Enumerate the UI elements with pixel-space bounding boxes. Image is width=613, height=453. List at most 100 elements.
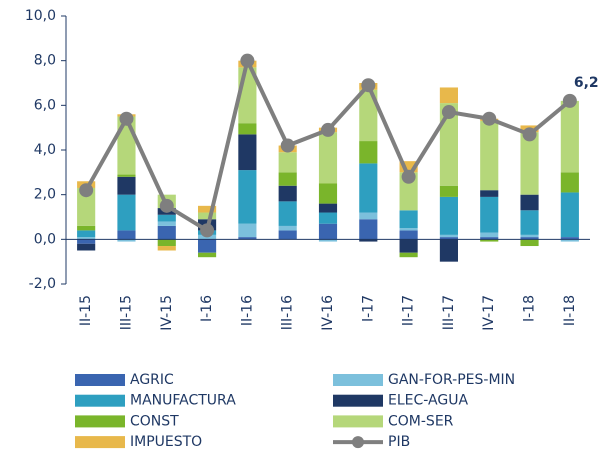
bar-segment xyxy=(480,232,499,238)
data-label: 6,2 xyxy=(574,75,599,91)
bar-segment xyxy=(399,239,418,253)
x-tick-label: II-16 xyxy=(239,295,255,326)
bar-segment xyxy=(520,237,539,240)
bar-segment xyxy=(318,203,338,213)
bar-segment xyxy=(198,252,217,258)
legend-label: IMPUESTO xyxy=(130,434,202,450)
bar-segment xyxy=(77,243,96,251)
bar-segment xyxy=(439,239,458,262)
bar-segment xyxy=(278,225,297,231)
legend-label: ELEC-AGUA xyxy=(388,393,468,409)
x-tick-label: III-17 xyxy=(441,295,457,330)
bar-segment xyxy=(198,212,217,220)
y-tick-label: 4,0 xyxy=(34,142,56,158)
bar-segment xyxy=(77,237,96,240)
legend-marker xyxy=(352,436,364,449)
bar-segment xyxy=(480,237,499,240)
legend-swatch xyxy=(333,415,383,428)
marker xyxy=(562,93,577,108)
marker xyxy=(79,183,94,198)
bar-segment xyxy=(520,239,539,247)
legend-swatch xyxy=(75,415,125,428)
bar-segment xyxy=(278,152,297,173)
bar-segment xyxy=(278,172,297,186)
bar-segment xyxy=(359,141,378,164)
legend-label: MANUFACTURA xyxy=(130,393,236,409)
legend-swatch xyxy=(75,394,125,407)
bar-segment xyxy=(117,174,136,177)
bar-segment xyxy=(77,230,96,238)
y-tick-label: 10,0 xyxy=(25,8,56,24)
bar-segment xyxy=(520,234,539,238)
legend-label: PIB xyxy=(388,434,410,450)
bar-segment xyxy=(560,239,579,242)
marker xyxy=(280,138,295,153)
marker xyxy=(401,169,416,184)
bar-segment xyxy=(480,190,499,197)
bar-segment xyxy=(439,234,458,238)
x-tick-label: IV-16 xyxy=(320,295,336,331)
marker xyxy=(441,105,456,120)
bar-segment xyxy=(117,239,136,242)
bar-segment xyxy=(359,89,378,142)
bar-segment xyxy=(117,230,136,240)
bar-segment xyxy=(439,103,458,186)
bar-segment xyxy=(318,132,338,184)
bar-segment xyxy=(439,87,458,104)
legend-swatch xyxy=(333,374,383,386)
y-tick-label: 6,0 xyxy=(34,97,56,113)
bar-segment xyxy=(480,239,499,242)
bar-segment xyxy=(560,100,579,173)
bar-segment xyxy=(318,223,338,240)
x-tick-label: III-15 xyxy=(118,295,134,330)
bar-segment xyxy=(157,246,176,251)
bar-segment xyxy=(318,183,338,204)
bar-segment xyxy=(157,221,176,226)
bar-segment xyxy=(157,239,176,247)
y-tick-label: 0,0 xyxy=(34,231,56,247)
legend-label: GAN-FOR-PES-MIN xyxy=(388,372,515,388)
bar-segment xyxy=(77,187,96,226)
bar-segment xyxy=(117,194,136,231)
bar-segment xyxy=(198,205,217,213)
bar-segment xyxy=(560,172,579,193)
bar-segment xyxy=(117,176,136,195)
marker xyxy=(119,111,134,126)
bar-segment xyxy=(520,194,539,211)
bar-segment xyxy=(157,225,176,240)
marker xyxy=(522,127,537,142)
bar-segment xyxy=(520,210,539,235)
bar-segment xyxy=(238,134,257,171)
bar-segment xyxy=(480,196,499,233)
legend-label: COM-SER xyxy=(388,413,454,429)
bar-segment xyxy=(77,239,96,244)
bar-segment xyxy=(399,228,418,231)
bar-segment xyxy=(359,239,378,242)
y-tick-label: 2,0 xyxy=(34,187,56,203)
bar-segment xyxy=(198,239,217,253)
bar-segment xyxy=(77,225,96,231)
marker xyxy=(200,223,215,238)
x-tick-label: IV-17 xyxy=(481,295,497,331)
x-tick-label: III-16 xyxy=(280,295,296,330)
x-tick-label: II-18 xyxy=(562,295,578,326)
bar-segment xyxy=(399,161,418,173)
x-tick-label: I-17 xyxy=(360,295,376,322)
marker xyxy=(482,111,497,126)
marker xyxy=(321,122,335,137)
y-tick-label: 8,0 xyxy=(34,53,56,69)
bar-segment xyxy=(238,170,257,224)
bar-segment xyxy=(278,230,297,240)
bar-segment xyxy=(278,185,297,202)
bar-segment xyxy=(238,123,257,135)
bar-segment xyxy=(157,214,176,222)
x-tick-label: IV-15 xyxy=(159,295,175,331)
bar-segment xyxy=(359,219,378,240)
legend-swatch xyxy=(75,374,125,386)
bar-segment xyxy=(359,212,378,220)
x-tick-label: I-16 xyxy=(199,295,215,322)
bar-segment xyxy=(399,210,418,229)
marker xyxy=(361,78,376,93)
bar-segment xyxy=(318,239,338,242)
